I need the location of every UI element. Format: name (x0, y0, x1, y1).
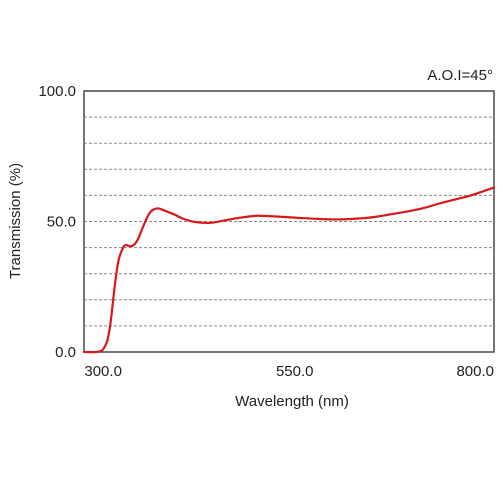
x-axis-title: Wavelength (nm) (235, 393, 349, 410)
y-tick-labels: 0.0 50.0 100.0 (38, 83, 76, 361)
x-tick-label: 550.0 (276, 363, 314, 380)
y-tick-label: 0.0 (55, 344, 76, 361)
grid-lines (84, 116, 494, 327)
x-tick-label: 800.0 (456, 363, 494, 380)
y-axis-title: Transmission (%) (7, 163, 24, 279)
series-layer (82, 186, 496, 354)
transmission-series-line (82, 186, 496, 354)
plot-frame (83, 90, 495, 353)
x-tick-labels: 300.0 550.0 800.0 (84, 363, 494, 380)
y-tick-label: 100.0 (38, 83, 76, 100)
aoi-annotation: A.O.I=45° (427, 67, 493, 84)
x-tick-label: 300.0 (84, 363, 122, 380)
y-tick-label: 50.0 (47, 214, 76, 231)
